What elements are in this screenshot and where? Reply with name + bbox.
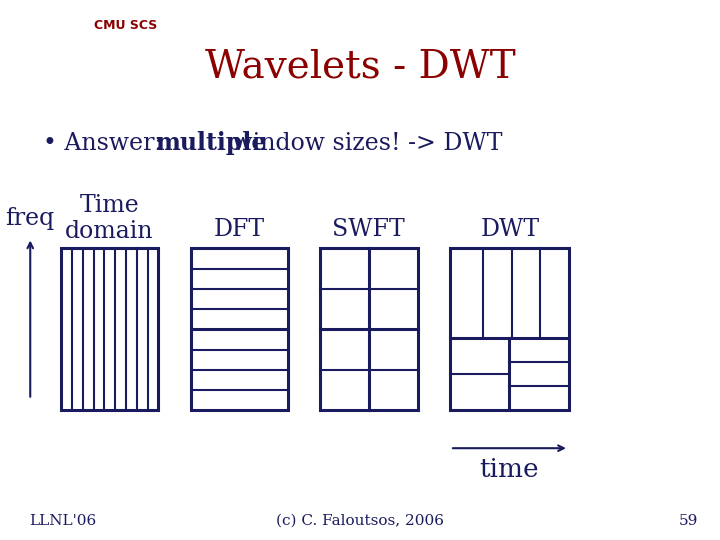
Bar bbox=[191, 248, 288, 410]
Text: DWT: DWT bbox=[480, 218, 539, 241]
Text: SWFT: SWFT bbox=[332, 218, 405, 241]
Text: multiple: multiple bbox=[155, 131, 266, 155]
Text: CMU SCS: CMU SCS bbox=[94, 19, 157, 32]
Text: • Answer:: • Answer: bbox=[43, 132, 170, 154]
Text: (c) C. Faloutsos, 2006: (c) C. Faloutsos, 2006 bbox=[276, 514, 444, 528]
Text: Time
domain: Time domain bbox=[66, 194, 153, 244]
Text: LLNL'06: LLNL'06 bbox=[29, 514, 96, 528]
Text: window sizes! -> DWT: window sizes! -> DWT bbox=[225, 132, 503, 154]
Bar bbox=[450, 248, 569, 410]
Text: 59: 59 bbox=[679, 514, 698, 528]
Bar bbox=[61, 248, 158, 410]
Text: freq: freq bbox=[6, 207, 55, 230]
Bar bbox=[320, 248, 418, 410]
Text: time: time bbox=[480, 457, 539, 482]
Text: DFT: DFT bbox=[213, 218, 265, 241]
Text: Wavelets - DWT: Wavelets - DWT bbox=[204, 49, 516, 86]
